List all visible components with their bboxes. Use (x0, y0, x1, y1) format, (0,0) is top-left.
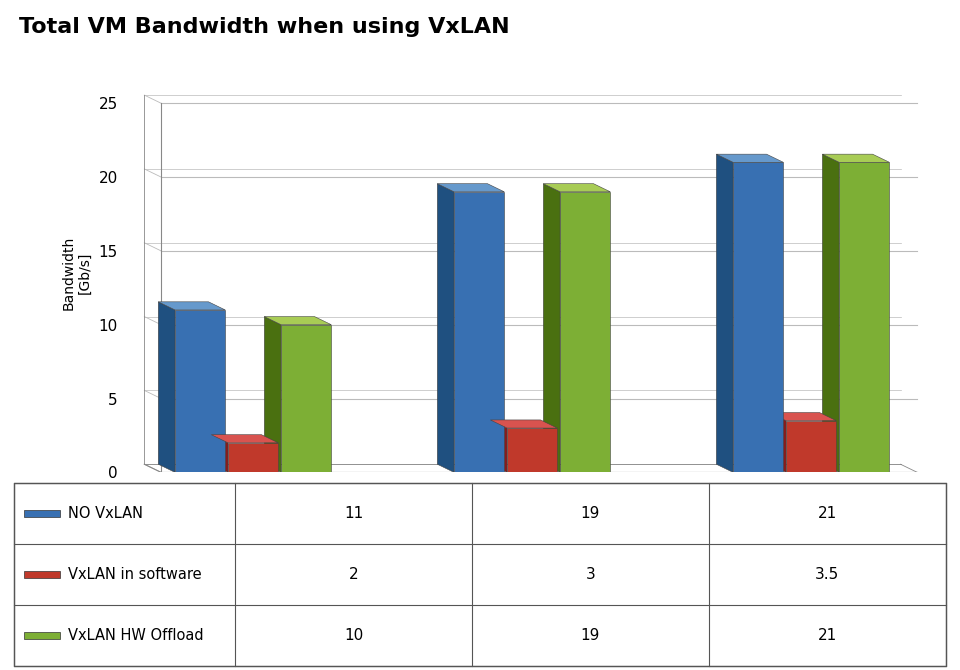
Bar (24, 510, 60, 517)
Polygon shape (158, 302, 175, 472)
Polygon shape (211, 435, 278, 443)
Text: VxLAN HW Offload: VxLAN HW Offload (68, 628, 204, 643)
Bar (733, 162, 783, 472)
Bar (560, 192, 611, 472)
Bar (507, 428, 558, 472)
Text: 3.5: 3.5 (815, 567, 839, 582)
Polygon shape (716, 154, 783, 162)
Bar (228, 443, 278, 472)
Text: 2: 2 (348, 567, 358, 582)
Bar (281, 325, 331, 472)
Text: 11: 11 (344, 506, 363, 521)
Polygon shape (543, 184, 611, 192)
Polygon shape (716, 154, 733, 472)
Text: VxLAN in software: VxLAN in software (68, 567, 202, 582)
Bar (454, 192, 504, 472)
Text: 21: 21 (818, 628, 837, 643)
Polygon shape (491, 420, 507, 472)
Bar (175, 310, 226, 472)
Polygon shape (769, 413, 836, 421)
Text: Total VM Bandwidth when using VxLAN: Total VM Bandwidth when using VxLAN (19, 17, 510, 37)
Bar (24, 571, 60, 578)
Polygon shape (769, 413, 786, 472)
Bar (24, 632, 60, 639)
Text: 10: 10 (344, 628, 363, 643)
Text: 3: 3 (586, 567, 595, 582)
Polygon shape (823, 154, 889, 162)
Polygon shape (264, 317, 281, 472)
Text: NO VxLAN: NO VxLAN (68, 506, 143, 521)
Y-axis label: Bandwidth
[Gb/s]: Bandwidth [Gb/s] (61, 236, 91, 310)
Polygon shape (211, 435, 228, 472)
Polygon shape (438, 184, 454, 472)
Bar (786, 421, 836, 472)
Polygon shape (264, 317, 331, 325)
Text: 19: 19 (581, 628, 600, 643)
Text: 19: 19 (581, 506, 600, 521)
Polygon shape (158, 302, 226, 310)
Polygon shape (438, 184, 504, 192)
Polygon shape (491, 420, 558, 428)
Bar (839, 162, 889, 472)
Text: 21: 21 (818, 506, 837, 521)
Polygon shape (823, 154, 839, 472)
Polygon shape (543, 184, 560, 472)
